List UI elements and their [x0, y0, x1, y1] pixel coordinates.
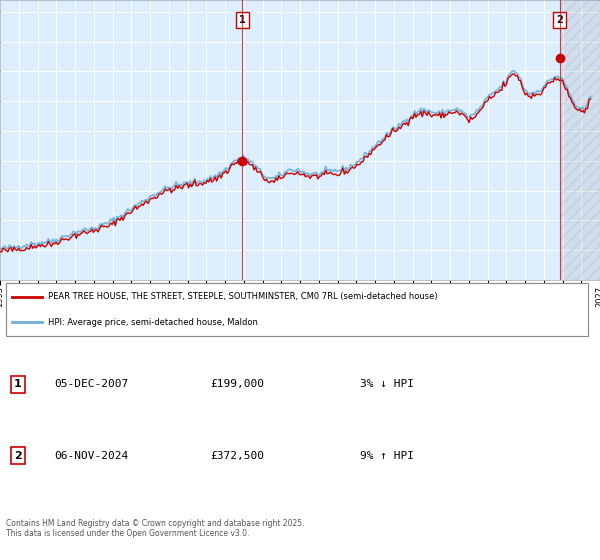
Text: Contains HM Land Registry data © Crown copyright and database right 2025.
This d: Contains HM Land Registry data © Crown c…	[6, 519, 305, 538]
Text: 9% ↑ HPI: 9% ↑ HPI	[360, 451, 414, 461]
Text: £199,000: £199,000	[210, 379, 264, 389]
Text: HPI: Average price, semi-detached house, Maldon: HPI: Average price, semi-detached house,…	[48, 318, 258, 327]
Text: 3% ↓ HPI: 3% ↓ HPI	[360, 379, 414, 389]
Bar	[560, 0, 600, 280]
Text: 1: 1	[239, 15, 245, 25]
Text: 2: 2	[556, 15, 563, 25]
Text: £372,500: £372,500	[210, 451, 264, 461]
Text: 05-DEC-2007: 05-DEC-2007	[54, 379, 128, 389]
FancyBboxPatch shape	[6, 283, 588, 336]
Text: 2: 2	[14, 451, 22, 461]
Text: 1: 1	[14, 379, 22, 389]
Text: 06-NOV-2024: 06-NOV-2024	[54, 451, 128, 461]
Text: PEAR TREE HOUSE, THE STREET, STEEPLE, SOUTHMINSTER, CM0 7RL (semi-detached house: PEAR TREE HOUSE, THE STREET, STEEPLE, SO…	[48, 292, 437, 301]
